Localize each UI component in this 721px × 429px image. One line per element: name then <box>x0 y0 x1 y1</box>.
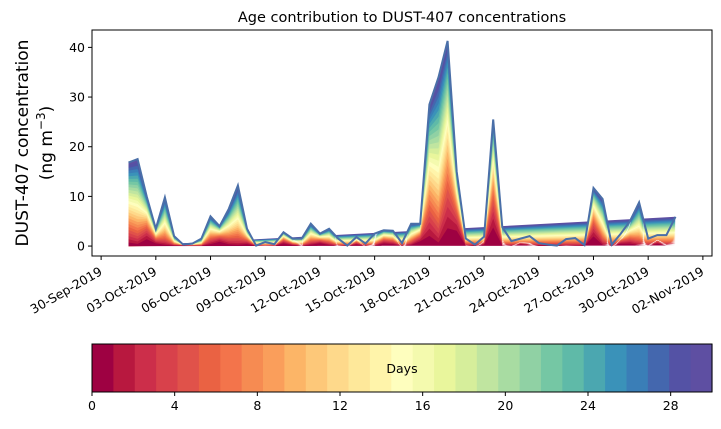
y-tick-label: 10 <box>69 189 85 204</box>
age-layer-1 <box>128 216 676 247</box>
colorbar-segment <box>605 344 628 392</box>
colorbar-frame <box>91 343 713 393</box>
colorbar-segment <box>476 344 499 392</box>
colorbar-segment <box>690 344 713 392</box>
colorbar-segment <box>113 344 136 392</box>
y-axis-label-line2: (ng m−3) <box>34 106 57 181</box>
colorbar-segment <box>220 344 243 392</box>
colorbar-segment <box>198 344 221 392</box>
chart-title: Age contribution to DUST-407 concentrati… <box>238 10 566 26</box>
y-axis-label-line1: DUST-407 concentration <box>13 40 33 247</box>
colorbar-segment <box>434 344 457 392</box>
axes-frame <box>91 29 713 257</box>
colorbar-segment <box>455 344 478 392</box>
colorbar-segment <box>669 344 692 392</box>
colorbar-segment <box>177 344 200 392</box>
colorbar-segment <box>134 344 157 392</box>
colorbar-tick-label: 0 <box>88 398 96 413</box>
colorbar-segment <box>391 344 414 392</box>
colorbar-tick-label: 16 <box>415 398 431 413</box>
colorbar-ticks: 0 4 8 12 16 20 24 28 <box>88 392 679 413</box>
colorbar-segment <box>305 344 328 392</box>
colorbar-tick-label: 4 <box>171 398 179 413</box>
colorbar-tick-label: 8 <box>253 398 261 413</box>
colorbar-segment <box>284 344 307 392</box>
colorbar-segment <box>369 344 392 392</box>
colorbar-tick-label: 12 <box>332 398 348 413</box>
y-tick-label: 20 <box>69 139 85 154</box>
total-concentration-line <box>128 40 677 247</box>
age-area-layers <box>128 40 677 247</box>
colorbar-label: Days <box>386 361 417 376</box>
age-layer-2 <box>128 206 676 247</box>
colorbar-tick-label: 20 <box>497 398 513 413</box>
colorbar-segment <box>327 344 350 392</box>
colorbar-segment <box>540 344 563 392</box>
colorbar-segment <box>156 344 179 392</box>
colorbar-segment <box>583 344 606 392</box>
colorbar-segment <box>498 344 521 392</box>
colorbar-segment <box>412 344 435 392</box>
y-tick-label: 40 <box>69 40 85 55</box>
plot-frame <box>91 29 713 257</box>
colorbar-segment <box>519 344 542 392</box>
colorbar-segment <box>241 344 264 392</box>
colorbar-segment <box>92 344 114 392</box>
colorbar-segment <box>562 344 585 392</box>
colorbar-tick-label: 24 <box>580 398 596 413</box>
colorbar-segment <box>626 344 649 392</box>
colorbar <box>91 343 713 393</box>
y-tick-label: 30 <box>69 90 85 105</box>
colorbar-segment <box>647 344 670 392</box>
colorbar-tick-label: 28 <box>663 398 679 413</box>
age-layer-0 <box>128 227 676 247</box>
age-layer-17 <box>128 101 676 247</box>
colorbar-segment <box>348 344 371 392</box>
y-tick-label: 0 <box>77 239 85 254</box>
colorbar-segment <box>263 344 286 392</box>
